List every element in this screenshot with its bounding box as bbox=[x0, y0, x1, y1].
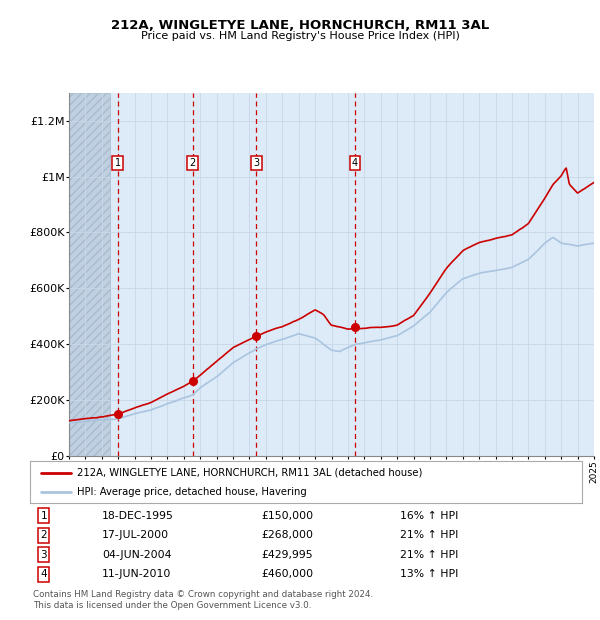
Text: £429,995: £429,995 bbox=[262, 550, 313, 560]
Text: 3: 3 bbox=[253, 157, 259, 168]
Text: Contains HM Land Registry data © Crown copyright and database right 2024.: Contains HM Land Registry data © Crown c… bbox=[33, 590, 373, 600]
Text: 16% ↑ HPI: 16% ↑ HPI bbox=[400, 511, 458, 521]
Text: 21% ↑ HPI: 21% ↑ HPI bbox=[400, 550, 458, 560]
Text: 212A, WINGLETYE LANE, HORNCHURCH, RM11 3AL (detached house): 212A, WINGLETYE LANE, HORNCHURCH, RM11 3… bbox=[77, 467, 422, 477]
Text: 17-JUL-2000: 17-JUL-2000 bbox=[102, 530, 169, 540]
Text: 21% ↑ HPI: 21% ↑ HPI bbox=[400, 530, 458, 540]
Text: 13% ↑ HPI: 13% ↑ HPI bbox=[400, 569, 458, 579]
Text: 2: 2 bbox=[40, 530, 47, 540]
Text: £150,000: £150,000 bbox=[262, 511, 314, 521]
Text: 2: 2 bbox=[190, 157, 196, 168]
Bar bbox=[69, 93, 110, 456]
Text: 11-JUN-2010: 11-JUN-2010 bbox=[102, 569, 171, 579]
Text: Price paid vs. HM Land Registry's House Price Index (HPI): Price paid vs. HM Land Registry's House … bbox=[140, 31, 460, 41]
Text: 212A, WINGLETYE LANE, HORNCHURCH, RM11 3AL: 212A, WINGLETYE LANE, HORNCHURCH, RM11 3… bbox=[111, 19, 489, 32]
Text: 1: 1 bbox=[40, 511, 47, 521]
Text: This data is licensed under the Open Government Licence v3.0.: This data is licensed under the Open Gov… bbox=[33, 601, 311, 611]
Text: £460,000: £460,000 bbox=[262, 569, 314, 579]
Text: 1: 1 bbox=[115, 157, 121, 168]
Text: 3: 3 bbox=[40, 550, 47, 560]
Text: 04-JUN-2004: 04-JUN-2004 bbox=[102, 550, 171, 560]
Text: 4: 4 bbox=[352, 157, 358, 168]
Text: £268,000: £268,000 bbox=[262, 530, 314, 540]
Text: 4: 4 bbox=[40, 569, 47, 579]
Text: 18-DEC-1995: 18-DEC-1995 bbox=[102, 511, 173, 521]
Text: HPI: Average price, detached house, Havering: HPI: Average price, detached house, Have… bbox=[77, 487, 307, 497]
